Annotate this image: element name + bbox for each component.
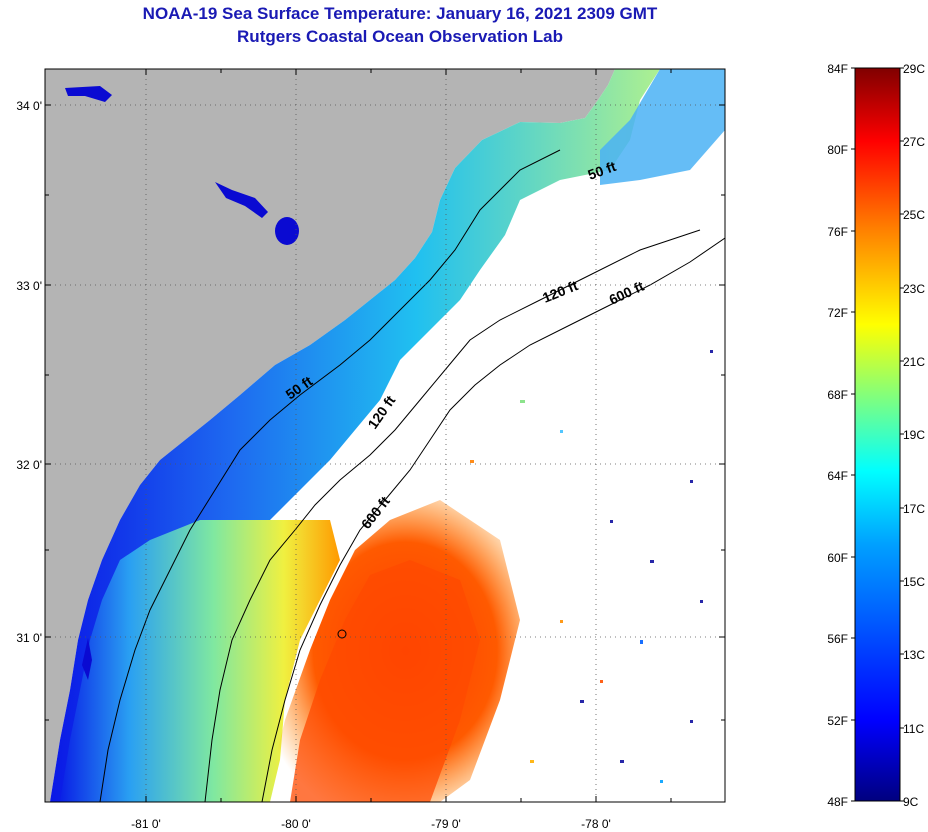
- bathymetry-contours: [99, 149, 725, 802]
- cb-label-68f: 68F: [827, 388, 848, 402]
- cb-label-27c: 27C: [903, 135, 925, 149]
- lat-label-34: 34 0': [16, 99, 42, 113]
- colorbar-ticks: [851, 67, 904, 802]
- cb-label-25c: 25C: [903, 208, 925, 222]
- cb-label-21c: 21C: [903, 355, 925, 369]
- cb-label-23c: 23C: [903, 282, 925, 296]
- buoy-marker: [337, 629, 347, 639]
- cb-label-64f: 64F: [827, 469, 848, 483]
- cb-label-11c: 11C: [903, 722, 924, 736]
- map-plot-area: [45, 69, 725, 802]
- estuary: [82, 638, 92, 680]
- lat-labels: 34 0' 33 0' 32 0' 31 0': [16, 99, 42, 645]
- lat-label-32: 32 0': [16, 458, 42, 472]
- contour-120ft: [204, 229, 701, 802]
- cb-label-52f: 52F: [827, 714, 848, 728]
- land-area: [45, 69, 615, 802]
- colorbar-c-labels: 29C 27C 25C 23C 21C 19C 17C 15C 13C 11C …: [903, 62, 925, 809]
- cb-label-84f: 84F: [827, 62, 848, 76]
- lon-label-80: -80 0': [281, 817, 311, 831]
- colorbar-scale: [854, 67, 901, 802]
- cb-label-80f: 80F: [827, 143, 848, 157]
- shelf-water-south: [60, 520, 340, 802]
- cb-label-56f: 56F: [827, 632, 848, 646]
- lon-label-81: -81 0': [131, 817, 161, 831]
- graticule: [45, 69, 725, 802]
- lon-label-78: -78 0': [581, 817, 611, 831]
- map-subtitle: Rutgers Coastal Ocean Observation Lab: [237, 27, 563, 46]
- cb-label-76f: 76F: [827, 225, 848, 239]
- lat-label-33: 33 0': [16, 279, 42, 293]
- shelf-water-ne: [600, 69, 725, 185]
- lon-labels: -81 0' -80 0' -79 0' -78 0': [131, 817, 611, 831]
- map-frame: [44, 68, 726, 803]
- lake-marion: [275, 217, 299, 245]
- lat-label-31: 31 0': [16, 631, 42, 645]
- cb-label-29c: 29C: [903, 62, 925, 76]
- cb-label-15c: 15C: [903, 575, 925, 589]
- map-ticks: [45, 69, 725, 802]
- lake-north: [65, 86, 112, 102]
- colorbar-f-labels: 84F 80F 76F 72F 68F 64F 60F 56F 52F 48F: [827, 62, 848, 809]
- map-title: NOAA-19 Sea Surface Temperature: January…: [142, 4, 658, 23]
- contour-600ft: [261, 237, 725, 802]
- cb-label-48f: 48F: [827, 795, 848, 809]
- lon-label-79: -79 0': [431, 817, 461, 831]
- colorbar: 84F 80F 76F 72F 68F 64F 60F 56F 52F 48F …: [827, 62, 925, 809]
- gulf-stream-core: [290, 560, 480, 802]
- contour-50ft: [99, 149, 561, 802]
- cb-label-60f: 60F: [827, 551, 848, 565]
- sst-speckle: [470, 350, 713, 783]
- cb-label-72f: 72F: [827, 306, 848, 320]
- cb-label-19c: 19C: [903, 428, 925, 442]
- cb-label-13c: 13C: [903, 648, 925, 662]
- cb-label-9c: 9C: [903, 795, 919, 809]
- cb-label-17c: 17C: [903, 502, 925, 516]
- river-santee: [215, 182, 268, 218]
